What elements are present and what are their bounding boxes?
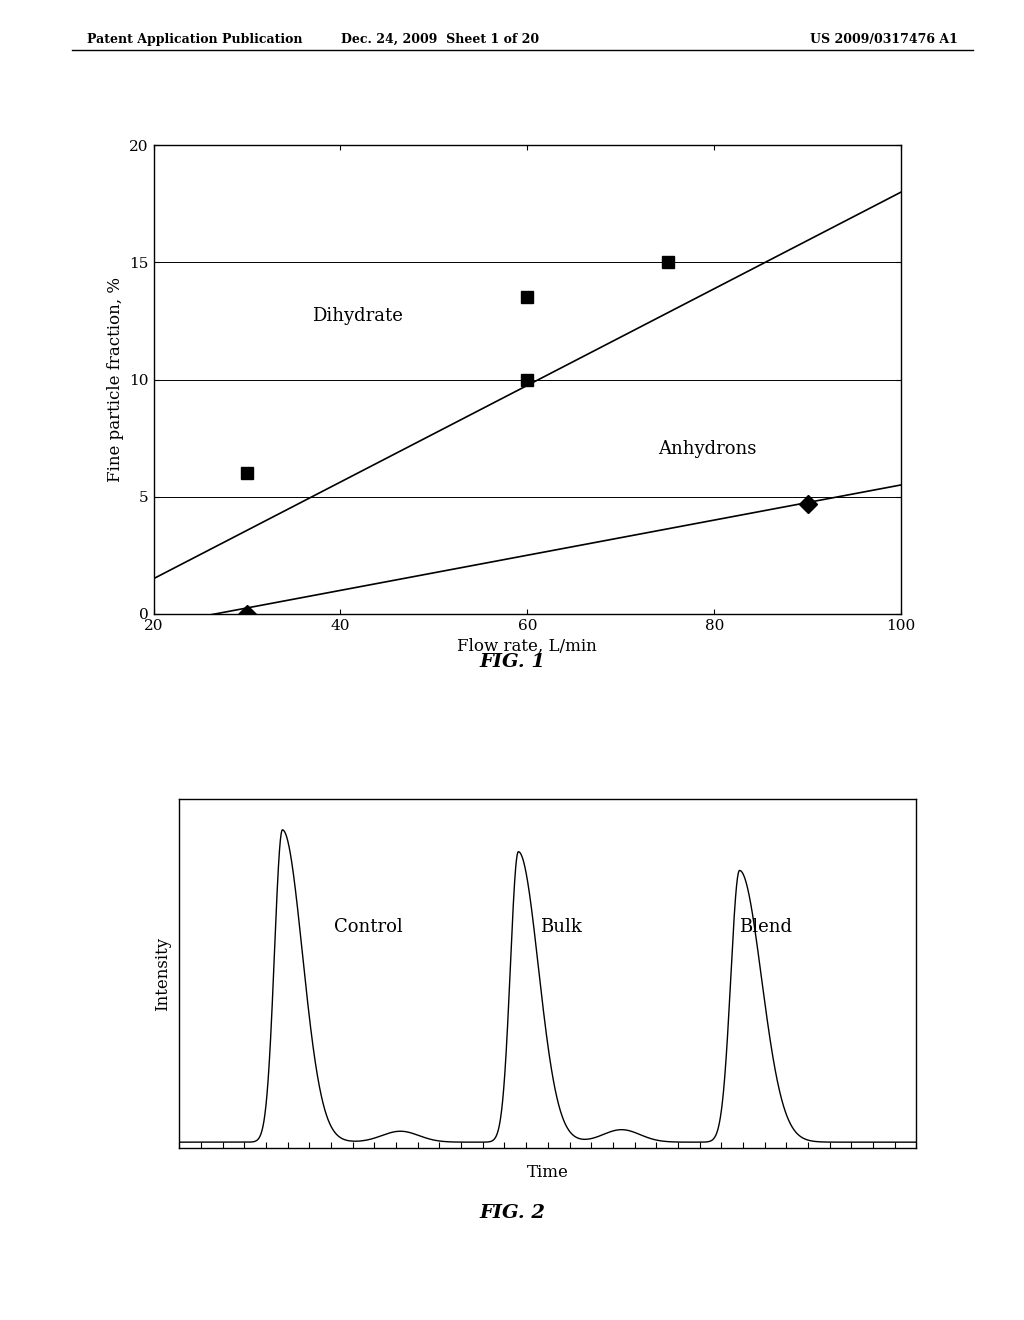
Text: FIG. 2: FIG. 2 (479, 1204, 545, 1222)
X-axis label: Flow rate, L/min: Flow rate, L/min (458, 638, 597, 655)
Y-axis label: Fine particle fraction, %: Fine particle fraction, % (106, 277, 124, 482)
Text: FIG. 1: FIG. 1 (479, 653, 545, 672)
Text: Patent Application Publication: Patent Application Publication (87, 33, 302, 46)
Text: Bulk: Bulk (541, 917, 583, 936)
Text: US 2009/0317476 A1: US 2009/0317476 A1 (810, 33, 957, 46)
Text: Anhydrons: Anhydrons (658, 441, 757, 458)
Text: Control: Control (334, 917, 402, 936)
X-axis label: Time: Time (527, 1164, 568, 1181)
Text: Blend: Blend (739, 917, 793, 936)
Text: Dec. 24, 2009  Sheet 1 of 20: Dec. 24, 2009 Sheet 1 of 20 (341, 33, 540, 46)
Y-axis label: Intensity: Intensity (154, 936, 171, 1011)
Text: Dihydrate: Dihydrate (312, 308, 403, 325)
